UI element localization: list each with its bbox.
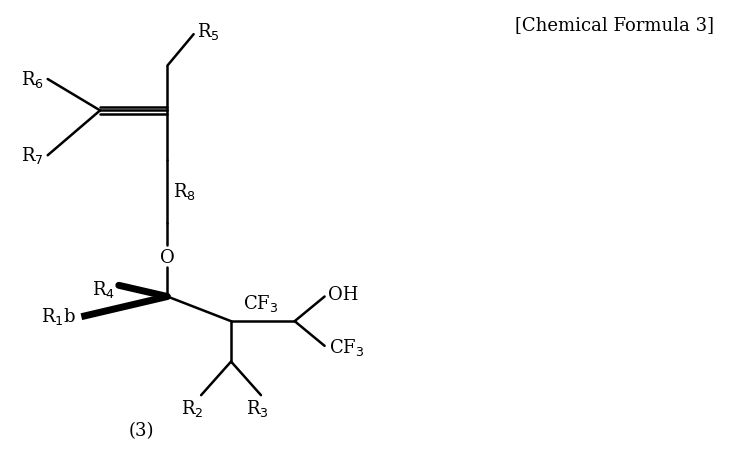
Text: OH: OH <box>328 286 359 304</box>
Text: [Chemical Formula 3]: [Chemical Formula 3] <box>515 16 714 34</box>
Text: R$_6$: R$_6$ <box>21 69 44 89</box>
Text: R$_7$: R$_7$ <box>21 145 44 166</box>
Text: CF$_3$: CF$_3$ <box>244 293 279 315</box>
Text: CF$_3$: CF$_3$ <box>329 337 364 358</box>
Text: R$_8$: R$_8$ <box>173 181 196 202</box>
Text: (3): (3) <box>128 422 154 440</box>
Text: R$_2$: R$_2$ <box>181 398 204 419</box>
Text: O: O <box>160 249 175 267</box>
Text: R$_5$: R$_5$ <box>198 21 220 42</box>
Text: R$_4$: R$_4$ <box>92 279 115 300</box>
Text: R$_1$b: R$_1$b <box>41 306 76 327</box>
Text: R$_3$: R$_3$ <box>246 398 268 419</box>
